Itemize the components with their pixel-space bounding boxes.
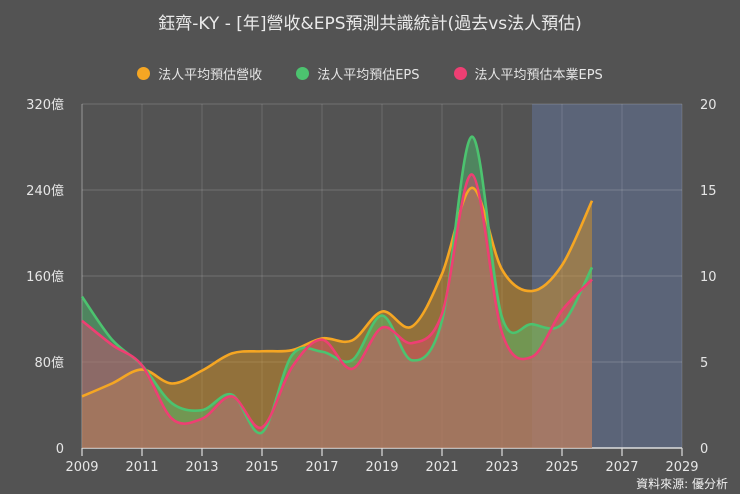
y-right-tick: 5 (700, 356, 708, 371)
legend-dot-icon (137, 67, 151, 80)
data-source: 資料來源: 優分析 (636, 477, 728, 491)
series-area (82, 187, 592, 448)
x-tick-label: 2019 (365, 460, 398, 475)
legend-item-eps[interactable]: 法人平均預估EPS (296, 64, 420, 83)
y-left-tick: 160億 (26, 269, 64, 285)
y-right-tick: 20 (700, 98, 717, 113)
series-line (80, 135, 594, 435)
legend-label: 法人平均預估營收 (158, 68, 263, 83)
chart-title: 鈺齊-KY - [年]營收&EPS預測共識統計(過去vs法人預估) (158, 14, 582, 34)
y-left-tick: 240億 (26, 183, 64, 199)
x-tick-label: 2021 (425, 460, 458, 475)
series-area (82, 174, 592, 449)
y-left-tick: 320億 (26, 97, 64, 113)
forecast-region (532, 104, 682, 448)
legend-dot-icon (453, 67, 467, 80)
x-tick-label: 2027 (605, 460, 638, 475)
legend-dot-icon (296, 67, 310, 80)
x-tick-label: 2009 (65, 460, 98, 475)
y-left-tick: 80億 (34, 355, 64, 371)
series-line (81, 173, 593, 429)
x-tick-label: 2015 (245, 460, 278, 475)
x-tick-label: 2011 (125, 460, 158, 475)
legend-item-revenue[interactable]: 法人平均預估營收 (137, 64, 262, 83)
legend-label: 法人平均預估本業EPS (474, 68, 603, 83)
x-tick-label: 2013 (185, 460, 218, 475)
y-right-tick: 15 (700, 184, 717, 199)
series-area (82, 136, 592, 449)
legend-item-core-eps[interactable]: 法人平均預估本業EPS (453, 64, 603, 83)
x-tick-label: 2023 (485, 460, 518, 475)
y-left-tick: 0 (56, 442, 64, 457)
y-right-tick: 10 (700, 270, 717, 285)
x-tick-label: 2029 (665, 460, 698, 475)
legend: 法人平均預估營收 法人平均預估EPS 法人平均預估本業EPS (0, 64, 740, 83)
y-right-tick: 0 (700, 442, 708, 457)
x-tick-label: 2017 (305, 460, 338, 475)
legend-label: 法人平均預估EPS (317, 68, 420, 83)
x-tick-label: 2025 (545, 460, 578, 475)
series-line (81, 186, 594, 398)
